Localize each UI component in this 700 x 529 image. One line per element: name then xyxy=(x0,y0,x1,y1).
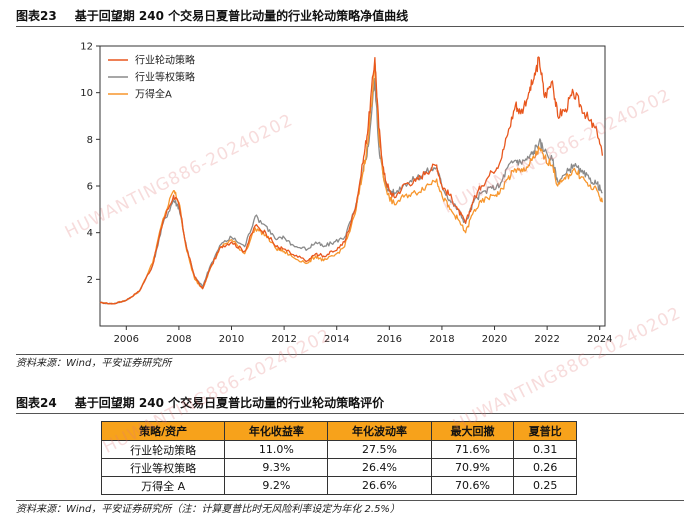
header-annual-volatility: 年化波动率 xyxy=(327,421,432,441)
y-axis: 2 4 6 8 10 12 xyxy=(80,42,100,286)
cell-strategy: 行业轮动策略 xyxy=(100,440,226,459)
series-lines xyxy=(99,56,604,305)
table-row: 行业轮动策略 11.0% 27.5% 71.6% 0.31 xyxy=(100,440,577,459)
header-strategy: 策略/资产 xyxy=(100,421,226,441)
x-tick-label: 2024 xyxy=(587,334,612,345)
cell-annual-volatility: 26.4% xyxy=(327,458,432,477)
cell-strategy: 行业等权策略 xyxy=(100,458,226,477)
header-sharpe: 夏普比 xyxy=(513,421,577,441)
cell-annual-return: 11.0% xyxy=(224,440,329,459)
legend-item-rotation-strategy: 行业轮动策略 xyxy=(135,54,195,67)
header-max-drawdown: 最大回撤 xyxy=(430,421,515,441)
x-tick-label: 2012 xyxy=(271,334,296,345)
cell-max-drawdown: 71.6% xyxy=(430,440,515,459)
fig24-source: 资料来源：Wind，平安证券研究所（注：计算夏普比时无风险利率设定为年化 2.5… xyxy=(16,504,400,515)
table-row: 行业等权策略 9.3% 26.4% 70.9% 0.26 xyxy=(100,458,577,477)
fig23-rule xyxy=(16,26,684,27)
legend-item-wind-all-a: 万得全A xyxy=(135,88,172,101)
y-tick-label: 4 xyxy=(87,228,93,239)
y-tick-label: 10 xyxy=(80,88,93,99)
x-tick-label: 2014 xyxy=(324,334,349,345)
fig23-title: 基于回望期 240 个交易日夏普比动量的行业轮动策略净值曲线 xyxy=(74,9,409,23)
x-tick-label: 2020 xyxy=(482,334,507,345)
cell-strategy: 万得全 A xyxy=(100,476,226,495)
cell-annual-return: 9.2% xyxy=(224,476,329,495)
cell-annual-volatility: 26.6% xyxy=(327,476,432,495)
fig24-title: 基于回望期 240 个交易日夏普比动量的行业轮动策略评价 xyxy=(74,396,385,410)
x-tick-label: 2022 xyxy=(534,334,559,345)
cell-sharpe: 0.25 xyxy=(513,476,577,495)
fig23-number: 图表23 xyxy=(16,9,57,23)
fig24-header: 图表24 基于回望期 240 个交易日夏普比动量的行业轮动策略评价 xyxy=(16,395,684,411)
nav-line-chart: 2 4 6 8 10 12 2006 2008 2010 2012 2014 2016 2018 202… xyxy=(80,42,612,346)
cell-sharpe: 0.26 xyxy=(513,458,577,477)
x-tick-label: 2006 xyxy=(114,334,139,345)
table-header-row: 策略/资产 年化收益率 年化波动率 最大回撤 夏普比 xyxy=(100,421,577,441)
cell-sharpe: 0.31 xyxy=(513,440,577,459)
evaluation-table: 策略/资产 年化收益率 年化波动率 最大回撤 夏普比 行业轮动策略 11.0% … xyxy=(100,421,577,495)
x-axis: 2006 2008 2010 2012 2014 2016 2018 2020 2022 2024 xyxy=(114,326,612,345)
fig24-number: 图表24 xyxy=(16,396,57,410)
x-tick-label: 2008 xyxy=(166,334,191,345)
y-tick-label: 6 xyxy=(87,182,93,193)
y-tick-label: 2 xyxy=(87,275,93,286)
fig24-bottom-rule xyxy=(16,500,684,501)
legend-item-equal-weight-strategy: 行业等权策略 xyxy=(135,71,195,84)
header-annual-return: 年化收益率 xyxy=(224,421,329,441)
fig24-rule xyxy=(16,413,684,414)
y-tick-label: 8 xyxy=(87,135,93,146)
cell-annual-volatility: 27.5% xyxy=(327,440,432,459)
x-tick-label: 2018 xyxy=(429,334,454,345)
line-equal-weight-strategy xyxy=(99,78,603,305)
y-tick-label: 12 xyxy=(80,42,93,53)
table-row: 万得全 A 9.2% 26.6% 70.6% 0.25 xyxy=(100,476,577,495)
line-rotation-strategy xyxy=(99,56,604,305)
fig23-source: 资料来源：Wind，平安证券研究所 xyxy=(16,358,172,369)
x-tick-label: 2010 xyxy=(219,334,244,345)
fig23-bottom-rule xyxy=(16,354,684,355)
cell-max-drawdown: 70.6% xyxy=(430,476,515,495)
cell-max-drawdown: 70.9% xyxy=(430,458,515,477)
cell-annual-return: 9.3% xyxy=(224,458,329,477)
fig23-header: 图表23 基于回望期 240 个交易日夏普比动量的行业轮动策略净值曲线 xyxy=(16,8,684,24)
x-tick-label: 2016 xyxy=(377,334,402,345)
